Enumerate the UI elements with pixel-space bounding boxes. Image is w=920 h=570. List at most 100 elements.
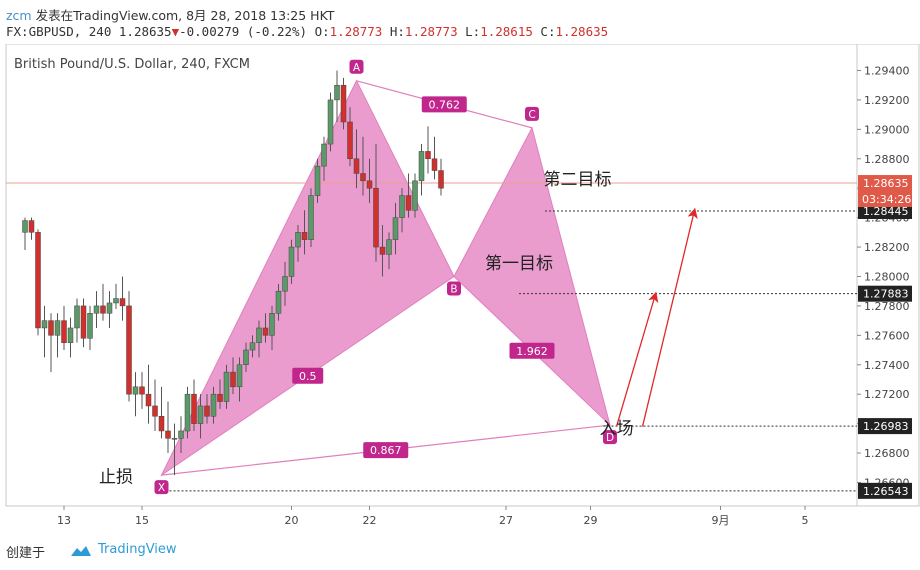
y-tick-label: 1.27200 bbox=[864, 388, 910, 401]
high-label: H: bbox=[389, 24, 405, 39]
annotation-text: 止损 bbox=[99, 467, 133, 487]
ratio-label-box bbox=[421, 96, 467, 113]
candle-body bbox=[373, 187, 379, 248]
candle-body bbox=[204, 405, 210, 417]
ratio-label-text: 0.867 bbox=[370, 444, 402, 457]
low-label: L: bbox=[465, 24, 481, 39]
candle bbox=[236, 357, 243, 402]
candle-body bbox=[22, 220, 28, 233]
y-tick-label: 1.27800 bbox=[864, 300, 910, 313]
y-tick-label: 1.28000 bbox=[864, 270, 910, 283]
ratio-label: 0.5 bbox=[292, 367, 324, 384]
candle-body bbox=[178, 430, 184, 439]
candle-body bbox=[314, 165, 321, 196]
target-arrow bbox=[641, 207, 698, 427]
tradingview-logo-text[interactable]: TradingView bbox=[98, 542, 177, 557]
candle-body bbox=[217, 393, 223, 402]
candle bbox=[321, 136, 327, 181]
candle bbox=[256, 320, 262, 358]
candle-body bbox=[93, 305, 100, 314]
annotation-text: 第一目标 bbox=[485, 254, 553, 274]
candle-body bbox=[366, 180, 373, 189]
candle bbox=[334, 70, 340, 122]
level-price-tag-box bbox=[858, 285, 912, 302]
ratio-label-box bbox=[292, 367, 324, 384]
candle-body bbox=[334, 84, 340, 101]
candle-body bbox=[405, 195, 412, 211]
candle bbox=[405, 173, 412, 218]
candle bbox=[171, 423, 178, 476]
candle bbox=[106, 291, 113, 328]
pattern-point-d: D bbox=[603, 430, 617, 445]
candle bbox=[67, 317, 74, 358]
candle bbox=[360, 136, 366, 196]
candle bbox=[230, 357, 236, 395]
last-price: 1.28635 bbox=[118, 24, 172, 39]
candle bbox=[54, 313, 61, 358]
x-tick-label: 22 bbox=[363, 514, 377, 527]
y-tick-label: 1.26800 bbox=[864, 447, 910, 460]
candle bbox=[184, 386, 191, 439]
candle bbox=[308, 188, 314, 248]
level-price-tag-box bbox=[858, 418, 912, 435]
candle-body bbox=[28, 220, 35, 233]
ratio-label-box bbox=[363, 442, 409, 459]
pattern-point-box bbox=[603, 430, 617, 445]
annotation-text: 第二目标 bbox=[544, 170, 612, 190]
candle-body bbox=[132, 386, 139, 395]
ratio-label: 0.762 bbox=[421, 96, 467, 113]
candle bbox=[80, 298, 87, 348]
candle-body bbox=[418, 151, 425, 182]
candle-body bbox=[425, 151, 431, 160]
open-label: O: bbox=[314, 24, 330, 39]
candle-body bbox=[282, 276, 288, 292]
candle-body bbox=[379, 246, 386, 255]
candle bbox=[191, 379, 197, 431]
candle-body bbox=[145, 393, 152, 407]
candle-body bbox=[353, 158, 360, 174]
candle-body bbox=[126, 305, 132, 395]
candle-body bbox=[113, 298, 119, 304]
author-name[interactable]: zcm bbox=[6, 8, 32, 23]
candle bbox=[431, 136, 438, 180]
price-chart[interactable]: 1.294001.292001.290001.288001.286001.284… bbox=[0, 44, 920, 534]
y-tick-label: 1.28200 bbox=[864, 241, 910, 254]
level-price-tag-box bbox=[858, 482, 912, 499]
candle-body bbox=[87, 313, 93, 339]
level-price-tag: 1.26983 bbox=[858, 418, 912, 435]
candle bbox=[74, 298, 80, 343]
candle-body bbox=[54, 320, 61, 336]
ohlc-line: FX:GBPUSD, 240 1.28635▼-0.00279 (-0.22%)… bbox=[6, 24, 608, 39]
candle bbox=[379, 224, 386, 277]
candle bbox=[269, 305, 275, 351]
candle-body bbox=[35, 232, 41, 329]
ratio-label: 1.962 bbox=[509, 342, 555, 359]
low-value: 1.28615 bbox=[480, 24, 533, 39]
candle bbox=[275, 283, 282, 321]
pattern-point-box bbox=[154, 480, 169, 495]
candle-body bbox=[230, 371, 236, 388]
candle bbox=[425, 126, 431, 174]
x-tick-label: 27 bbox=[499, 514, 513, 527]
tradingview-logo-icon bbox=[71, 546, 91, 556]
candle-body bbox=[119, 298, 126, 307]
candle bbox=[87, 305, 93, 351]
y-tick-label: 1.28800 bbox=[864, 153, 910, 166]
candle bbox=[93, 291, 100, 328]
pattern-point-text: D bbox=[606, 432, 614, 444]
y-tick-label: 1.29200 bbox=[864, 94, 910, 107]
pattern-point-box bbox=[447, 281, 461, 296]
candle bbox=[145, 364, 152, 424]
x-tick-label: 29 bbox=[584, 514, 598, 527]
pattern-point-text: X bbox=[158, 482, 165, 494]
candle bbox=[152, 379, 158, 431]
candle-body bbox=[249, 342, 256, 351]
candle bbox=[340, 77, 347, 130]
candle bbox=[347, 107, 353, 167]
symbol-label: FX:GBPUSD, 240 bbox=[6, 24, 112, 39]
candle bbox=[249, 335, 256, 358]
candle bbox=[223, 364, 230, 409]
high-value: 1.28773 bbox=[404, 24, 458, 39]
pattern-point-box bbox=[525, 106, 539, 121]
annotation-text: 入场 bbox=[600, 419, 634, 439]
